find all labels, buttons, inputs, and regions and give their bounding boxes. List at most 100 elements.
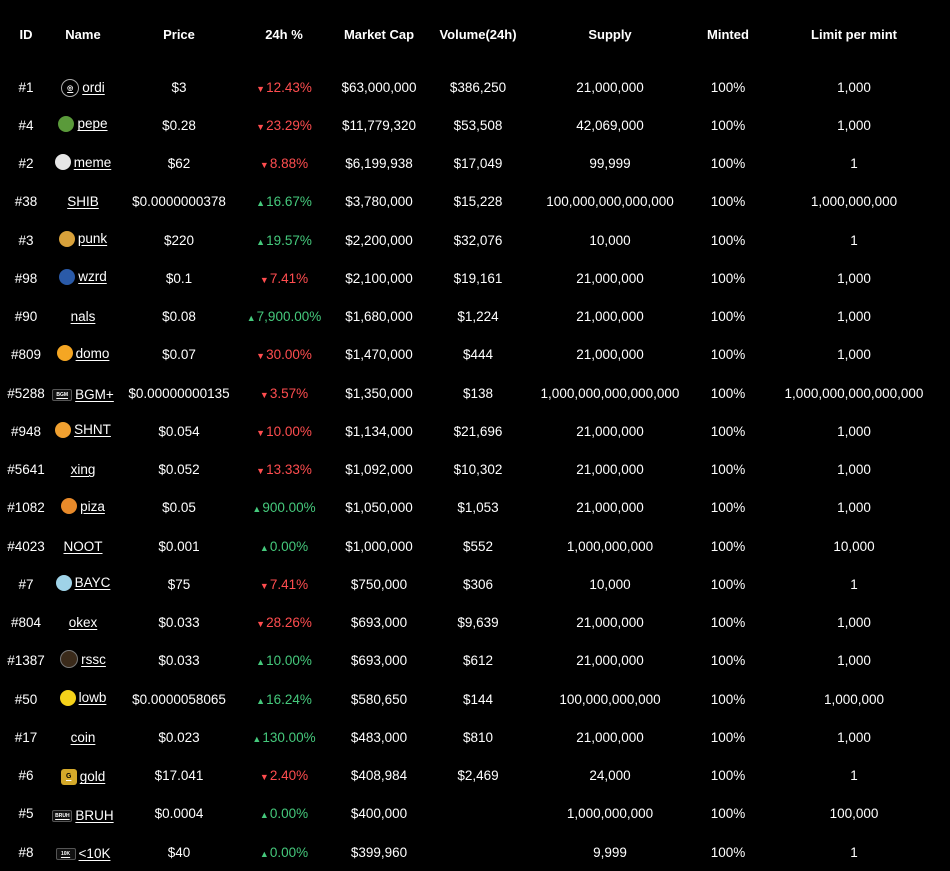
change-value: 0.00% — [269, 538, 309, 554]
token-name-label: punk — [77, 231, 108, 247]
cell-limit-per-mint: 1 — [850, 232, 858, 248]
cell-minted: 100% — [710, 156, 746, 172]
table-row: #50 lowb $0.0000058065 ▲16.24% $580,650 $144 1… — [0, 680, 950, 718]
token-name-label: SHNT — [74, 422, 111, 438]
cell-limit-per-mint: 1,000 — [837, 500, 871, 516]
cell-id: #8 — [18, 844, 34, 860]
cell-name: okex — [52, 604, 114, 642]
token-name-link[interactable]: meme — [54, 154, 111, 171]
table-row: #5641 xing $0.052 ▼13.33% $1,092,000 $10,302 2… — [0, 451, 950, 489]
cell-supply: 21,000,000 — [576, 79, 644, 95]
cell-24h-change: ▼23.29% — [244, 106, 324, 144]
token-name-link[interactable]: okex — [69, 615, 98, 630]
token-name-link[interactable]: 10K <10K — [55, 846, 110, 861]
caret-down-icon: ▼ — [259, 389, 269, 400]
change-value: 10.00% — [266, 653, 312, 669]
token-name-label: wzrd — [78, 269, 107, 285]
cell-name: lowb — [52, 680, 114, 718]
token-name-link[interactable]: SHIB — [67, 194, 99, 209]
cell-24h-change: ▼2.40% — [244, 757, 324, 795]
cell-24h-change: ▼8.88% — [244, 145, 324, 183]
cell-minted: 100% — [710, 653, 746, 669]
token-name-link[interactable]: BGM BGM+ — [52, 387, 114, 402]
cell-volume: $19,161 — [453, 270, 503, 286]
cell-minted: 100% — [710, 500, 746, 516]
token-name-link[interactable]: punk — [58, 230, 108, 247]
cell-minted: 100% — [710, 768, 746, 784]
piza-logo-icon — [61, 498, 78, 515]
cell-market-cap: $750,000 — [350, 576, 408, 592]
cell-id: #7 — [18, 576, 34, 592]
cell-supply: 24,000 — [589, 768, 631, 784]
pepe-logo-icon — [58, 115, 75, 132]
table-header-row: ID Name Price 24h % Market Cap Volume(24… — [0, 0, 950, 68]
caret-down-icon: ▼ — [259, 274, 269, 285]
token-name-link[interactable]: BRUH BRUH — [52, 808, 114, 823]
cell-volume: $32,076 — [453, 232, 503, 248]
cell-volume: $1,053 — [457, 500, 499, 516]
token-name-link[interactable]: rssc — [60, 650, 106, 669]
cell-supply: 42,069,000 — [576, 117, 644, 133]
token-name-link[interactable]: domo — [56, 345, 109, 362]
token-name-link[interactable]: nals — [71, 309, 96, 324]
token-name-link[interactable]: pepe — [58, 115, 108, 132]
cell-market-cap: $408,984 — [350, 768, 408, 784]
cell-supply: 1,000,000,000 — [566, 806, 654, 822]
caret-up-icon: ▲ — [252, 504, 262, 515]
cell-market-cap: $2,200,000 — [345, 232, 413, 248]
cell-limit-per-mint: 1,000 — [837, 117, 871, 133]
cell-price: $62 — [167, 156, 191, 172]
token-name-link[interactable]: lowb — [59, 689, 106, 706]
cell-supply: 21,000,000 — [576, 309, 644, 325]
cell-price: $0.052 — [158, 462, 200, 478]
caret-down-icon: ▼ — [259, 772, 269, 783]
cell-limit-per-mint: 1,000 — [837, 462, 871, 478]
token-name-link[interactable]: NOOT — [64, 539, 103, 554]
bayc-logo-icon — [55, 574, 72, 591]
token-name-link[interactable]: coin — [71, 730, 96, 745]
token-name-link[interactable]: ◎ ordi — [61, 78, 105, 97]
cell-minted: 100% — [710, 844, 746, 860]
cell-price: $0.023 — [158, 729, 200, 745]
cell-name: domo — [52, 336, 114, 374]
10k-logo-icon: 10K — [55, 847, 76, 860]
cell-market-cap: $1,350,000 — [345, 385, 413, 401]
caret-up-icon: ▲ — [256, 657, 266, 668]
caret-up-icon: ▲ — [246, 313, 256, 324]
cell-market-cap: $3,780,000 — [345, 194, 413, 210]
cell-minted: 100% — [710, 423, 746, 439]
cell-supply: 9,999 — [593, 844, 627, 860]
token-name-link[interactable]: piza — [61, 498, 105, 515]
cell-24h-change: ▲900.00% — [244, 489, 324, 527]
cell-name: pepe — [52, 106, 114, 144]
cell-name: piza — [52, 489, 114, 527]
cell-limit-per-mint: 10,000 — [833, 538, 875, 554]
cell-price: $220 — [163, 232, 195, 248]
cell-volume: $612 — [462, 653, 494, 669]
token-name-link[interactable]: SHNT — [55, 421, 111, 438]
cell-supply: 21,000,000 — [576, 500, 644, 516]
cell-price: $0.033 — [158, 653, 200, 669]
change-value: 900.00% — [262, 500, 316, 516]
cell-name: wzrd — [52, 259, 114, 297]
cell-limit-per-mint: 1 — [850, 844, 858, 860]
token-name-label: ordi — [82, 80, 105, 96]
cell-id: #17 — [14, 729, 38, 745]
header-24h-change: 24h % — [265, 26, 303, 42]
table-row: #90 nals $0.08 ▲7,900.00% $1,680,000 $1,224 21… — [0, 298, 950, 336]
cell-id: #948 — [10, 423, 42, 439]
change-value: 8.88% — [269, 156, 309, 172]
header-market-cap: Market Cap — [343, 26, 415, 42]
domo-logo-icon — [56, 345, 73, 362]
cell-volume — [434, 833, 522, 871]
token-name-link[interactable]: BAYC — [55, 574, 110, 591]
change-value: 19.57% — [266, 232, 312, 248]
cell-minted: 100% — [710, 385, 746, 401]
caret-up-icon: ▲ — [259, 848, 269, 859]
caret-up-icon: ▲ — [256, 695, 266, 706]
token-name-link[interactable]: xing — [71, 462, 96, 477]
token-name-link[interactable]: wzrd — [59, 268, 107, 285]
